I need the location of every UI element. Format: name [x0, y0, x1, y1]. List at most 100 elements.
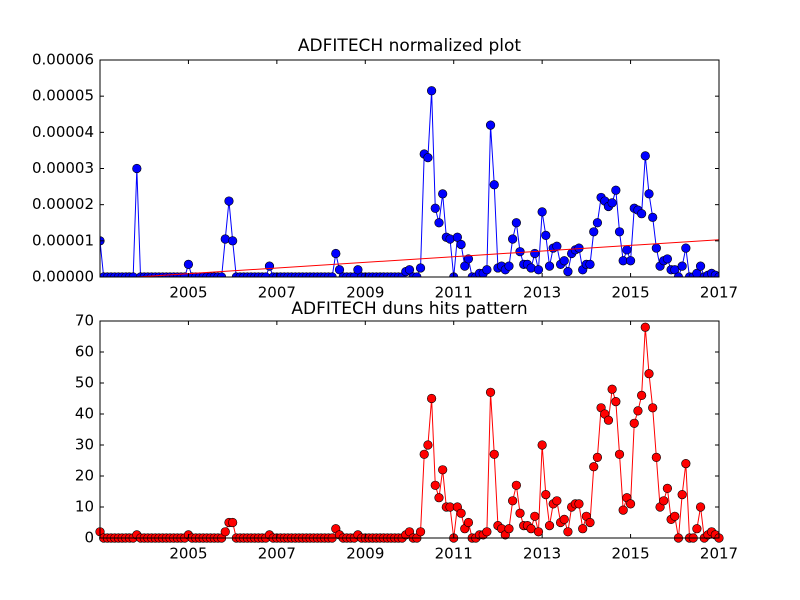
x-tick-label: 2017: [700, 284, 738, 302]
y-tick-label: 0.00002: [32, 195, 94, 213]
data-point: [327, 272, 337, 277]
data-point: [530, 248, 540, 259]
y-tick-label: 0.00001: [32, 231, 94, 249]
data-point: [183, 259, 194, 269]
data-point: [637, 390, 647, 401]
data-point: [677, 261, 687, 271]
plot-layer: [100, 86, 719, 277]
data-point: [489, 180, 499, 190]
data-point: [578, 524, 588, 534]
x-tick-label: 2011: [435, 545, 473, 563]
y-tick-label: 0.00003: [32, 159, 94, 177]
data-point: [673, 272, 684, 277]
data-point: [714, 272, 719, 277]
data-point: [662, 483, 673, 494]
y-tick-label: 20: [75, 467, 94, 485]
x-tick-label: 2005: [169, 545, 207, 563]
data-point: [456, 508, 466, 518]
data-point: [438, 189, 448, 199]
data-point: [574, 499, 584, 509]
data-point: [485, 387, 496, 397]
data-point: [261, 272, 271, 277]
data-point: [552, 241, 562, 251]
data-point: [423, 440, 433, 450]
axes-frame: [99, 320, 720, 539]
chart-title: ADFITECH normalized plot: [298, 36, 521, 56]
data-point: [662, 254, 673, 264]
data-point: [533, 265, 544, 275]
data-point: [404, 265, 415, 275]
data-point: [544, 520, 555, 531]
data-point: [637, 209, 647, 219]
data-point: [552, 496, 562, 506]
data-point: [681, 459, 691, 469]
data-point: [220, 527, 230, 537]
data-point: [434, 218, 444, 228]
y-tick-label: 0.00005: [32, 87, 94, 105]
data-point: [485, 120, 496, 130]
x-tick-label: 2009: [346, 284, 384, 302]
data-point: [427, 393, 437, 404]
data-point: [504, 261, 514, 271]
data-point: [128, 272, 138, 277]
y-tick-label: 70: [75, 312, 94, 330]
data-point: [692, 524, 702, 534]
data-point: [625, 256, 636, 266]
data-point: [353, 265, 363, 275]
y-tick-label: 30: [75, 436, 94, 454]
data-point: [541, 490, 551, 500]
data-point: [537, 207, 547, 217]
data-point: [463, 254, 474, 264]
data-point: [585, 259, 595, 269]
trend-line: [128, 239, 719, 277]
data-point: [508, 496, 518, 506]
data-point: [537, 440, 547, 450]
data-point: [415, 527, 426, 537]
data-point: [607, 384, 617, 394]
y-tick-label: 10: [75, 498, 94, 516]
data-point: [677, 490, 687, 500]
data-point: [438, 465, 448, 475]
data-point: [224, 196, 234, 206]
plot-area: [100, 321, 719, 538]
trend-clip: [128, 239, 719, 277]
data-point: [695, 261, 706, 271]
data-point: [614, 227, 625, 237]
x-tick-label: 2011: [435, 284, 473, 302]
data-point: [434, 493, 444, 503]
data-point: [504, 524, 514, 534]
data-point: [670, 511, 680, 521]
data-point: [625, 499, 636, 509]
y-tick-label: 40: [75, 405, 94, 423]
data-point: [659, 496, 669, 506]
data-point: [681, 243, 691, 253]
data-point: [585, 517, 595, 528]
x-tick-label: 2013: [523, 545, 561, 563]
data-point: [640, 151, 650, 161]
data-point: [132, 163, 142, 174]
data-point: [589, 462, 599, 472]
data-point: [563, 266, 573, 277]
x-tick-label: 2015: [611, 545, 649, 563]
data-point: [533, 527, 544, 537]
data-point: [515, 247, 525, 257]
data-point: [508, 234, 518, 244]
data-point: [460, 261, 470, 271]
data-point: [427, 86, 437, 96]
data-point: [412, 272, 422, 277]
x-tick-label: 2007: [258, 284, 296, 302]
data-point: [640, 322, 650, 332]
y-tick-label: 60: [75, 343, 94, 361]
data-point: [618, 505, 628, 515]
data-point: [559, 256, 569, 266]
data-point: [651, 452, 661, 463]
data-point: [228, 517, 238, 528]
data-point: [511, 218, 521, 228]
data-point: [541, 230, 551, 241]
data-point: [670, 265, 680, 275]
data-point: [622, 245, 632, 255]
data-point: [452, 232, 462, 242]
data-point: [334, 265, 345, 275]
data-point: [629, 418, 639, 428]
